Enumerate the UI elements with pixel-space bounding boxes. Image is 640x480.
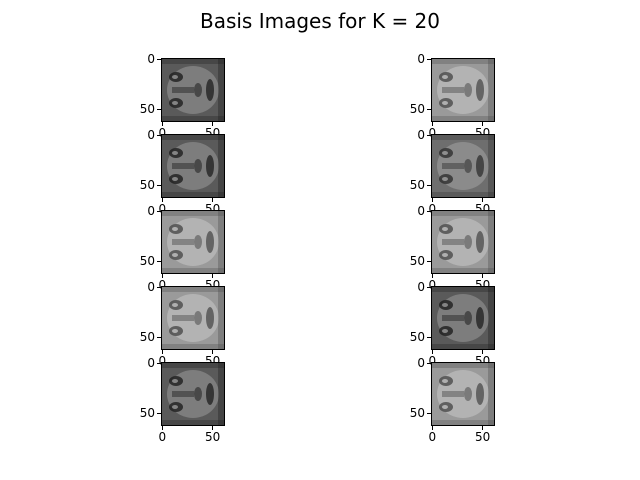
x-tick-label: 50 [475, 430, 491, 444]
x-tick-label: 0 [428, 126, 437, 140]
x-tick-label: 50 [205, 430, 221, 444]
y-tick-label: 0 [417, 204, 425, 218]
basis-face-image [161, 134, 225, 198]
y-tick-label: 50 [139, 178, 155, 192]
x-tick-mark [162, 274, 163, 278]
y-tick-mark [157, 109, 161, 110]
basis-face-image [161, 362, 225, 426]
y-tick-label: 0 [417, 52, 425, 66]
basis-image-panel: 0 50 0 50 [410, 356, 495, 444]
y-tick-label: 50 [409, 102, 425, 116]
y-tick-mark [427, 287, 431, 288]
x-tick-mark [482, 426, 483, 430]
basis-face-image [431, 210, 495, 274]
y-tick-label: 0 [147, 52, 155, 66]
x-tick-mark [212, 426, 213, 430]
x-tick-label: 0 [428, 430, 437, 444]
x-tick-mark [162, 350, 163, 354]
y-tick-mark [427, 59, 431, 60]
y-tick-label: 50 [409, 254, 425, 268]
x-tick-mark [212, 350, 213, 354]
basis-image-panel: 0 50 0 50 [410, 128, 495, 216]
x-tick-mark [212, 198, 213, 202]
x-tick-mark [432, 122, 433, 126]
y-tick-label: 50 [409, 406, 425, 420]
y-tick-mark [427, 413, 431, 414]
x-tick-mark [432, 198, 433, 202]
x-tick-label: 0 [158, 202, 167, 216]
basis-face-image [161, 210, 225, 274]
basis-image-panel: 0 50 0 50 [140, 280, 225, 368]
y-tick-mark [427, 337, 431, 338]
figure-title: Basis Images for K = 20 [199, 9, 441, 33]
y-tick-mark [157, 287, 161, 288]
y-tick-mark [157, 261, 161, 262]
basis-face-image [161, 286, 225, 350]
y-tick-label: 0 [417, 356, 425, 370]
y-tick-mark [157, 135, 161, 136]
x-tick-mark [432, 274, 433, 278]
y-tick-label: 50 [139, 254, 155, 268]
x-tick-mark [212, 274, 213, 278]
basis-image-panel: 0 50 0 50 [410, 280, 495, 368]
basis-face-image [431, 362, 495, 426]
x-tick-label: 0 [158, 430, 167, 444]
basis-image-panel: 0 50 0 50 [140, 204, 225, 292]
basis-face-image [431, 134, 495, 198]
y-tick-label: 50 [139, 102, 155, 116]
basis-face-image [161, 58, 225, 122]
x-tick-label: 0 [158, 278, 167, 292]
x-tick-mark [212, 122, 213, 126]
y-tick-label: 0 [147, 356, 155, 370]
x-tick-label: 0 [428, 278, 437, 292]
y-tick-mark [427, 261, 431, 262]
y-tick-label: 0 [147, 280, 155, 294]
x-tick-mark [482, 198, 483, 202]
x-tick-label: 0 [158, 126, 167, 140]
y-tick-label: 0 [147, 128, 155, 142]
y-tick-mark [157, 59, 161, 60]
x-tick-mark [432, 350, 433, 354]
x-tick-mark [432, 426, 433, 430]
basis-image-panel: 0 50 0 50 [140, 128, 225, 216]
y-tick-mark [157, 185, 161, 186]
y-tick-label: 50 [409, 178, 425, 192]
x-tick-mark [482, 350, 483, 354]
basis-image-panel: 0 50 0 50 [140, 52, 225, 140]
y-tick-label: 50 [139, 406, 155, 420]
basis-image-panel: 0 50 0 50 [140, 356, 225, 444]
y-tick-mark [427, 363, 431, 364]
x-tick-label: 0 [158, 354, 167, 368]
basis-face-image [431, 286, 495, 350]
y-tick-label: 0 [417, 280, 425, 294]
x-tick-mark [162, 122, 163, 126]
basis-image-panel: 0 50 0 50 [410, 52, 495, 140]
y-tick-mark [157, 413, 161, 414]
y-tick-label: 50 [409, 330, 425, 344]
x-tick-label: 0 [428, 354, 437, 368]
y-tick-label: 0 [417, 128, 425, 142]
y-tick-mark [427, 211, 431, 212]
y-tick-label: 50 [139, 330, 155, 344]
x-tick-mark [162, 426, 163, 430]
y-tick-label: 0 [147, 204, 155, 218]
x-tick-mark [482, 122, 483, 126]
y-tick-mark [427, 109, 431, 110]
x-tick-mark [482, 274, 483, 278]
y-tick-mark [427, 185, 431, 186]
y-tick-mark [157, 363, 161, 364]
x-tick-mark [162, 198, 163, 202]
y-tick-mark [157, 337, 161, 338]
y-tick-mark [427, 135, 431, 136]
y-tick-mark [157, 211, 161, 212]
basis-image-panel: 0 50 0 50 [410, 204, 495, 292]
x-tick-label: 0 [428, 202, 437, 216]
basis-face-image [431, 58, 495, 122]
